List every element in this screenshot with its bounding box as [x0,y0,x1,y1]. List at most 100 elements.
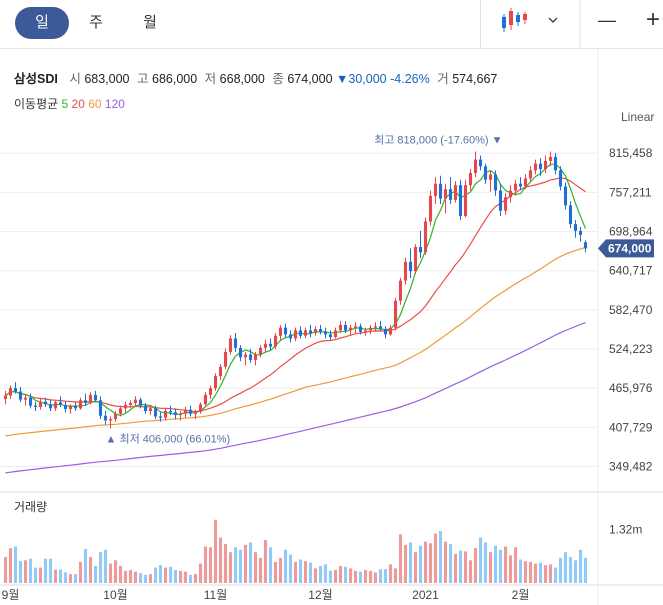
candle-body [178,413,183,416]
candle-body [313,329,318,334]
candle-body [543,160,548,169]
volume-bar [248,542,253,583]
candlestick-type-icon[interactable] [502,8,527,32]
ma-item-20: 20 [68,97,85,111]
candle-body [28,397,33,406]
y-tick-label: 815,458 [609,146,653,160]
volume-bar [528,561,533,583]
volume-bar [253,552,258,583]
top-bar: 일 주 월 — + [0,0,663,49]
candle-body [408,261,413,272]
minimize-icon[interactable]: — [598,10,616,30]
volume-bar [548,564,553,583]
volume-bar [263,540,268,583]
add-icon[interactable]: + [646,6,661,33]
volume-bar [583,557,588,583]
candle-body [583,242,588,249]
change-percent: -4.26% [390,72,430,86]
volume-bar [18,561,23,583]
tab-day[interactable]: 일 [15,7,69,39]
x-tick-label: 11월 [204,588,228,602]
candle-body [578,230,583,235]
volume-label: 거 [437,72,449,86]
volume-bar [168,566,173,583]
candle-body [198,404,203,412]
ma-item-120: 120 [101,97,125,111]
volume-bar [313,568,318,583]
candle-body [483,166,488,180]
current-price-label: 674,000 [608,241,652,255]
volume-bar [68,574,73,583]
candle-body [403,261,408,281]
candle-body [133,399,138,403]
candle-body [458,185,463,217]
volume-bar [558,557,563,583]
candle-body [553,156,558,171]
candle-body [233,338,238,348]
volume-bar [413,552,418,583]
volume-bar [148,574,153,583]
candle-body [533,163,538,171]
volume-bar [478,537,483,583]
candle-body [398,280,403,301]
candle-body [353,326,358,328]
min-price-annotation: ▲ 최저 406,000 (66.01%) [106,433,231,446]
volume-value: 574,667 [452,72,498,86]
moving-average-legend[interactable]: 이동평균 5 20 60 120 [14,95,125,112]
candle-body [563,186,568,206]
volume-bar [373,572,378,583]
volume-bar [368,570,373,583]
volume-bar [173,570,178,583]
x-tick-label: 2월 [512,588,530,602]
ma-60-line [5,246,586,437]
volume-bar [38,567,43,583]
tab-month[interactable]: 월 [143,14,157,31]
candle-body [258,347,263,355]
candle-body [23,397,28,400]
candle-body [573,224,578,231]
candle-body [453,185,458,200]
volume-bar [78,561,83,583]
chevron-down-icon[interactable] [548,17,558,23]
current-price-tag [598,239,654,258]
candle-body [173,412,178,416]
low-label: 저 [204,72,217,86]
volume-bar [408,542,413,583]
candle-body [203,394,208,405]
candle-body [158,416,163,418]
candle-body [128,402,133,405]
candle-body [468,173,473,186]
tab-week[interactable]: 주 [89,14,103,31]
candle-body [323,331,328,335]
candle-body [188,409,193,414]
candle-body [108,419,113,421]
volume-bar [308,562,313,583]
volume-bar [203,546,208,583]
candle-body [393,300,398,328]
volume-bar [163,567,168,583]
quote-info: 삼성SDI 시 683,000 고 686,000 저 668,000 종 67… [14,68,497,87]
candle-body [73,405,78,409]
volume-bar [468,560,473,583]
candle-body [318,329,323,332]
volume-panel-title: 거래량 [14,500,48,514]
candle-body [43,401,48,405]
scale-mode[interactable]: Linear [621,110,655,124]
volume-bar [433,533,438,583]
x-tick-label: 9월 [2,588,20,602]
volume-bar [218,537,223,583]
candle-body [208,388,213,395]
volume-bar [88,557,93,583]
ma-label: 이동평균 [14,97,59,111]
candle-body [238,347,243,358]
candle-body [53,402,58,409]
volume-bar [333,570,338,583]
candle-body [8,388,13,396]
candle-body [298,330,303,336]
candle-body [263,343,268,348]
volume-bar [513,547,518,583]
candle-body [218,366,223,377]
candle-body [278,327,283,336]
volume-bar [178,570,183,583]
